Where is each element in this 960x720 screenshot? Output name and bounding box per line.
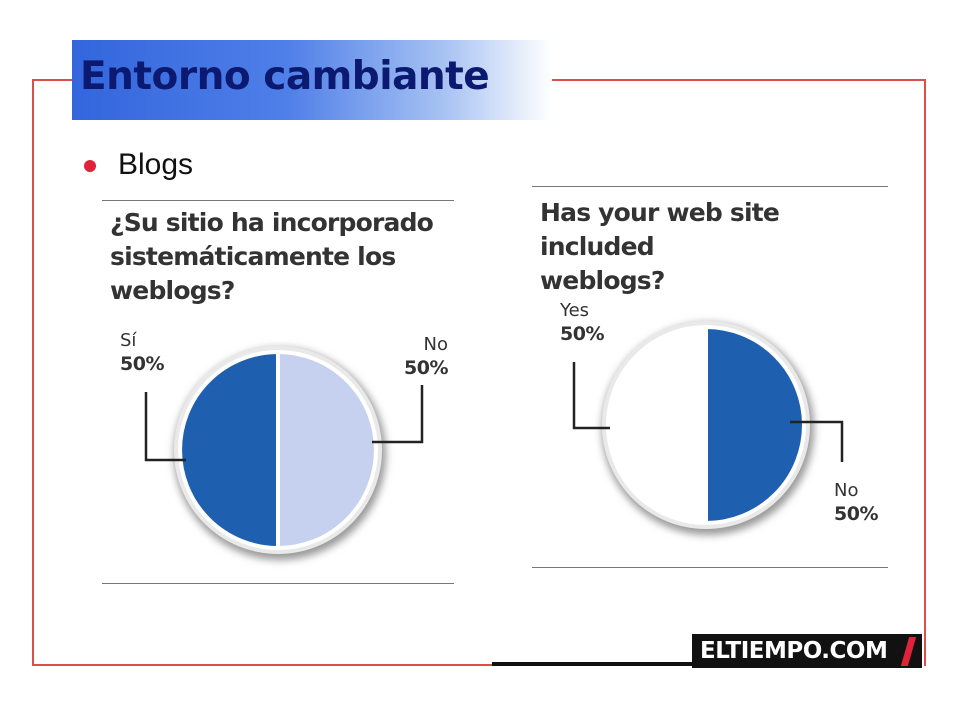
- chart1-slice-no: [276, 349, 378, 551]
- chart1-leader-no: [372, 385, 424, 444]
- chart2-top-rule: [532, 186, 888, 187]
- chart1-label-no: No 50%: [404, 334, 448, 379]
- title-banner: [72, 40, 552, 120]
- chart1-pie: [178, 349, 378, 551]
- footer-bar: [492, 662, 692, 666]
- chart2-slice-no: [704, 324, 806, 526]
- frame-border-right: [924, 79, 926, 666]
- chart2-slice-yes: [606, 324, 708, 526]
- logo-text: ELTIEMPO.COM: [700, 638, 888, 664]
- chart2-pie: [606, 324, 806, 526]
- bullet-icon: [84, 160, 96, 172]
- bullet-text: Blogs: [118, 148, 194, 181]
- chart2-label-no: No 50%: [834, 480, 878, 525]
- chart2-label-yes: Yes 50%: [560, 300, 604, 345]
- frame-border-top-right: [552, 79, 926, 81]
- chart2-title: Has your web site included weblogs?: [540, 198, 780, 295]
- chart1-title: ¿Su sitio ha incorporado sistemáticament…: [110, 208, 434, 305]
- slide-title: Entorno cambiante: [80, 54, 490, 99]
- chart1-bottom-rule: [102, 583, 454, 584]
- chart2-leader-no: [790, 420, 844, 462]
- frame-border-bottom: [32, 664, 492, 666]
- eltiempo-logo: [692, 634, 922, 668]
- chart1-leader-si: [144, 392, 186, 462]
- chart1-slice-sí: [178, 349, 280, 551]
- chart2-leader-yes: [572, 362, 610, 430]
- chart2-bottom-rule: [532, 567, 888, 568]
- chart1-top-rule: [102, 200, 454, 201]
- frame-border-top: [32, 79, 74, 81]
- frame-border-left: [32, 79, 34, 666]
- chart1-label-si: Sí 50%: [120, 330, 164, 375]
